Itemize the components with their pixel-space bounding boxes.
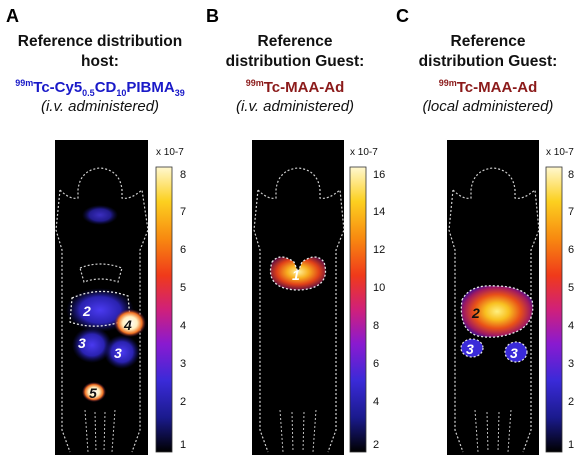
panel-a-tracer-sub1: 0.5 (82, 88, 95, 98)
panel-c-tick-3: 3 (568, 358, 574, 370)
panel-b-tick-2: 2 (373, 439, 379, 451)
panel-c-colorbar-gradient (545, 166, 563, 453)
panel-c-leg-outline (474, 409, 512, 453)
panel-a-colorbar-gradient (155, 166, 173, 453)
panel-b-body-outline (253, 167, 345, 453)
panel-c-tracer-isotope: 99m (438, 78, 457, 88)
panel-a-region-label-3-left: 3 (78, 335, 86, 351)
panel-a-tick-1: 1 (180, 439, 186, 451)
panel-c-tick-2: 2 (568, 396, 574, 408)
panel-b-colorbar: x 10-7 16 14 12 10 8 6 4 2 (349, 147, 385, 453)
panel-a-scale-label: x 10-7 (156, 147, 184, 158)
panel-c-region-label-3-right: 3 (510, 345, 518, 361)
panel-b-tracer: 99mTc-MAA-Ad (200, 78, 390, 96)
panel-b-leg-outline (279, 409, 317, 453)
panel-c-heading-line2: distribution Guest: (418, 53, 558, 70)
panel-c-region-label-2: 2 (471, 305, 480, 321)
panel-b-lung-signal (270, 257, 326, 290)
panel-c-kidney-left-outline (460, 338, 484, 358)
panel-a-administration: (i.v. administered) (40, 98, 160, 115)
panel-a-scan: 2 4 3 3 5 (55, 140, 149, 455)
panel-c-region-label-3-left: 3 (466, 341, 474, 357)
panel-a-head-signal (82, 205, 118, 225)
panel-b-scan: 1 (252, 140, 345, 455)
panel-a-tick-8: 8 (180, 169, 186, 181)
panel-b-region-label-1: 1 (292, 267, 300, 283)
panel-a-tracer-sub2: 10 (116, 88, 127, 98)
panel-a-region-label-5: 5 (89, 385, 97, 401)
panel-letter-a: A (6, 6, 19, 26)
panel-a-spleen-hotspot (114, 309, 146, 337)
panel-a-kidney-left-signal (72, 327, 112, 363)
panel-c-kidney-right-signal (505, 342, 527, 362)
panel-a-tick-2: 2 (180, 396, 186, 408)
panel-c-scale-label: x 10-7 (546, 147, 574, 158)
panel-c-tick-4: 4 (568, 320, 574, 332)
panel-a-tracer: 99mTc-Cy50.5CD10PIBMA39 (0, 78, 200, 98)
panel-b-tick-14: 14 (373, 206, 385, 218)
panel-a-region-label-2: 2 (82, 303, 91, 319)
panel-b-tick-16: 16 (373, 169, 385, 181)
panel-c-tick-5: 5 (568, 282, 574, 294)
panel-a-tick-4: 4 (180, 320, 186, 332)
panel-letter-b: B (206, 6, 219, 26)
panel-a-tick-6: 6 (180, 244, 186, 256)
panel-b-scale-label: x 10-7 (350, 147, 378, 158)
panel-c-kidney-right-outline (504, 341, 528, 363)
panel-b-administration: (i.v. administered) (235, 98, 355, 115)
panel-c-heading-line1: Reference (450, 33, 526, 50)
panel-b-tick-8: 8 (373, 320, 379, 332)
panel-b-lung-outline (269, 256, 327, 291)
panel-a-tracer-part-c: PIBMA (126, 79, 175, 96)
panel-b-tracer-isotope: 99m (245, 78, 264, 88)
panel-a-tracer-sub3: 39 (174, 88, 185, 98)
panel-a-liver-outline (69, 290, 131, 327)
panel-a-tracer-part-a: Tc-Cy5 (33, 79, 83, 96)
panel-a-tick-5: 5 (180, 282, 186, 294)
panel-a-body-outline (55, 167, 149, 453)
panel-a-kidney-right-signal (104, 335, 140, 369)
panel-c-liver-outline (460, 285, 534, 338)
panel-b-scan-background (252, 140, 344, 455)
panel-b-heading-line2: distribution Guest: (225, 53, 365, 70)
panel-b-colorbar-gradient (349, 166, 367, 453)
panel-a-heading-line1: Reference distribution (17, 33, 183, 50)
panel-c-tick-8: 8 (568, 169, 574, 181)
panel-a-bladder-hotspot (82, 382, 106, 402)
panel-a-region-label-4: 4 (123, 317, 132, 333)
panel-a-colorbar: x 10-7 8 7 6 5 4 3 2 1 (155, 147, 186, 453)
panel-b-tick-4: 4 (373, 396, 379, 408)
panel-a-heading-line2: host: (81, 53, 119, 70)
panel-b-tick-6: 6 (373, 358, 379, 370)
panel-c-tick-1: 1 (568, 439, 574, 451)
panel-letter-c: C (396, 6, 409, 26)
panel-a-region-label-3-right: 3 (114, 345, 122, 361)
panel-c-tracer: 99mTc-MAA-Ad (393, 78, 583, 96)
panel-c-tracer-name: Tc-MAA-Ad (456, 79, 538, 96)
panel-a-thorax-outline (79, 263, 123, 283)
panel-c-administration: (local administered) (422, 98, 554, 115)
panel-a-tick-3: 3 (180, 358, 186, 370)
panel-b-heading: Reference distribution Guest: (200, 32, 390, 72)
panel-c-colorbar: x 10-7 8 7 6 5 4 3 2 1 (545, 147, 574, 453)
panel-a-tracer-part-b: CD (94, 79, 117, 96)
panel-c-body-outline (448, 167, 540, 453)
panel-a-tick-7: 7 (180, 206, 186, 218)
panel-a-leg-outline (84, 409, 116, 453)
panel-b-tick-12: 12 (373, 244, 385, 256)
panel-b-heading-line1: Reference (257, 33, 333, 50)
panel-b-tick-10: 10 (373, 282, 385, 294)
panel-c-heading: Reference distribution Guest: (393, 32, 583, 72)
panel-a-tracer-isotope: 99m (15, 78, 34, 88)
panel-c-kidney-left-signal (461, 339, 483, 357)
panel-c-scan: 2 3 3 (447, 140, 540, 455)
panel-a-heading: Reference distribution host: (0, 32, 200, 72)
panel-b-tracer-name: Tc-MAA-Ad (263, 79, 345, 96)
panel-c-liver-signal (461, 285, 533, 338)
panel-c-tick-6: 6 (568, 244, 574, 256)
panel-c-tick-7: 7 (568, 206, 574, 218)
